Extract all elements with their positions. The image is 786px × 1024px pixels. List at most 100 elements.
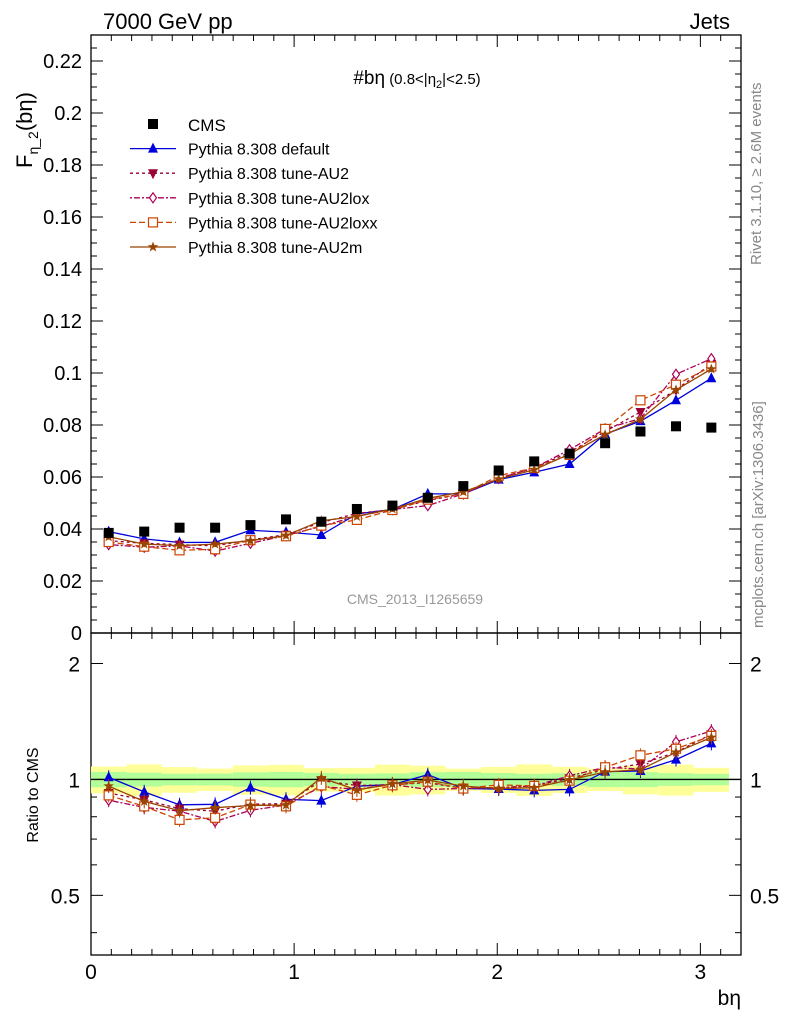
legend-label: Pythia 8.308 tune-AU2lox	[188, 191, 369, 208]
ratio-tick-label-right: 0.5	[750, 885, 779, 908]
series-0-ratio-point	[564, 783, 575, 794]
rivet-label: Rivet 3.1.10, ≥ 2.6M events	[748, 83, 765, 266]
series-4-ratio-point	[458, 780, 469, 791]
data-point	[316, 516, 327, 527]
y-axis-label-tail: (bη)	[12, 92, 37, 131]
series-4-ratio-point	[280, 799, 292, 810]
series-4-ratio-point	[351, 784, 363, 795]
legend-marker	[148, 169, 158, 180]
series-0-line	[108, 377, 712, 544]
series-4-point	[209, 538, 221, 549]
plot-title-sub: (0.8<|η	[389, 71, 436, 88]
plot-title-main: #bη	[353, 68, 385, 89]
series-0-point	[316, 528, 327, 539]
ratio-axis-label: Ratio to CMS	[25, 747, 42, 842]
series-0-ratio-point	[316, 794, 327, 805]
legend-marker	[148, 191, 158, 204]
legend-label: Pythia 8.308 tune-AU2loxx	[188, 215, 377, 232]
series-4-ratio-point	[670, 746, 682, 757]
series-4-ratio-point	[599, 766, 611, 777]
series-4-point	[245, 535, 256, 546]
data-point	[529, 456, 540, 467]
y-tick-label: 0.02	[43, 571, 82, 593]
y-tick-label: 0.18	[43, 155, 82, 177]
data-point	[422, 492, 433, 503]
data-point	[493, 465, 504, 476]
series-0-ratio-point	[245, 781, 256, 792]
x-tick-label: 1	[288, 961, 300, 984]
legend-label: Pythia 8.308 tune-AU2m	[188, 240, 362, 257]
data-point	[210, 522, 221, 533]
series-4-point	[635, 413, 646, 424]
series-4-point	[138, 538, 150, 549]
series-0-point	[706, 372, 717, 383]
series-2-point	[671, 368, 681, 381]
data-point	[458, 481, 469, 492]
series-3-point	[635, 395, 646, 406]
series-4-ratio-point	[635, 764, 646, 775]
series-4-ratio-point	[316, 772, 327, 783]
data-point	[245, 520, 256, 531]
series-4-point	[599, 429, 611, 440]
data-point	[635, 426, 646, 437]
y-axis-label-subscript: η_2	[25, 131, 41, 155]
x-tick-label: 2	[491, 961, 503, 984]
series-4-point	[528, 464, 540, 475]
axis-tick-labels: 0 1 2 3 0 0.02 0.04 0.06 0.08 0.1 0.12 0.14 0.16 0.18…	[43, 51, 779, 984]
y-tick-label: 0.08	[43, 415, 82, 437]
series-1-line	[108, 363, 712, 547]
header-left-label: 7000 GeV pp	[103, 9, 233, 34]
legend-marker	[147, 217, 159, 228]
y-tick-label: 0.1	[54, 363, 82, 385]
series-4-ratio-point	[103, 780, 114, 791]
x-tick-label: 0	[85, 961, 97, 984]
main-series-layer	[103, 352, 717, 558]
y-tick-label: 0.12	[43, 311, 82, 333]
series-0-ratio-point	[139, 785, 150, 796]
series-4-ratio-point	[209, 802, 221, 813]
y-tick-label: 0.22	[43, 51, 82, 73]
series-4-ratio-point	[387, 778, 398, 789]
series-4-line	[108, 368, 712, 547]
series-4-ratio-point	[245, 800, 256, 810]
series-1-ratio-line	[108, 733, 712, 812]
legend: CMS Pythia 8.308 default Pythia 8.308 tune…	[130, 116, 377, 257]
series-4-point	[706, 363, 717, 374]
data-point	[139, 526, 150, 537]
series-4-ratio-point	[706, 732, 717, 742]
x-tick-label: 3	[695, 961, 707, 984]
series-4-point	[351, 511, 363, 521]
plot-title-sub-tail: |<2.5)	[442, 71, 481, 88]
x-axis-label: bη	[718, 987, 741, 1010]
data-point	[600, 438, 611, 449]
series-2-line	[108, 358, 712, 552]
series-3-line	[108, 365, 712, 551]
legend-marker	[148, 119, 158, 129]
y-tick-label: 0	[71, 623, 82, 645]
series-2-ratio-line	[108, 730, 712, 823]
legend-label: CMS	[188, 116, 226, 135]
data-point	[387, 500, 398, 511]
ratio-tick-label-right: 1	[750, 769, 762, 792]
series-0-point	[564, 458, 575, 468]
data-point	[174, 522, 185, 533]
series-0-point	[671, 394, 681, 405]
y-tick-label: 0.2	[54, 103, 82, 125]
axis-ticks	[90, 34, 742, 955]
plot-title: #bη (0.8<|η2|<2.5)	[353, 68, 480, 91]
legend-marker	[147, 241, 159, 252]
data-point	[103, 527, 114, 538]
legend-marker	[148, 142, 158, 153]
data-point	[351, 503, 362, 514]
legend-label: Pythia 8.308 tune-AU2	[188, 166, 349, 183]
data-point	[706, 422, 717, 433]
ratio-tick-label-left: 0.5	[51, 885, 80, 908]
y-axis-label: Fη_2(bη)	[12, 92, 41, 168]
series-4-ratio-point	[174, 805, 185, 816]
series-4-ratio-point	[422, 774, 434, 785]
series-4-ratio-point	[528, 782, 540, 793]
y-axis-label-main: F	[12, 155, 37, 168]
ratio-tick-label-right: 2	[750, 653, 762, 676]
series-4-ratio-point	[138, 795, 150, 806]
y-tick-label: 0.06	[43, 467, 82, 489]
